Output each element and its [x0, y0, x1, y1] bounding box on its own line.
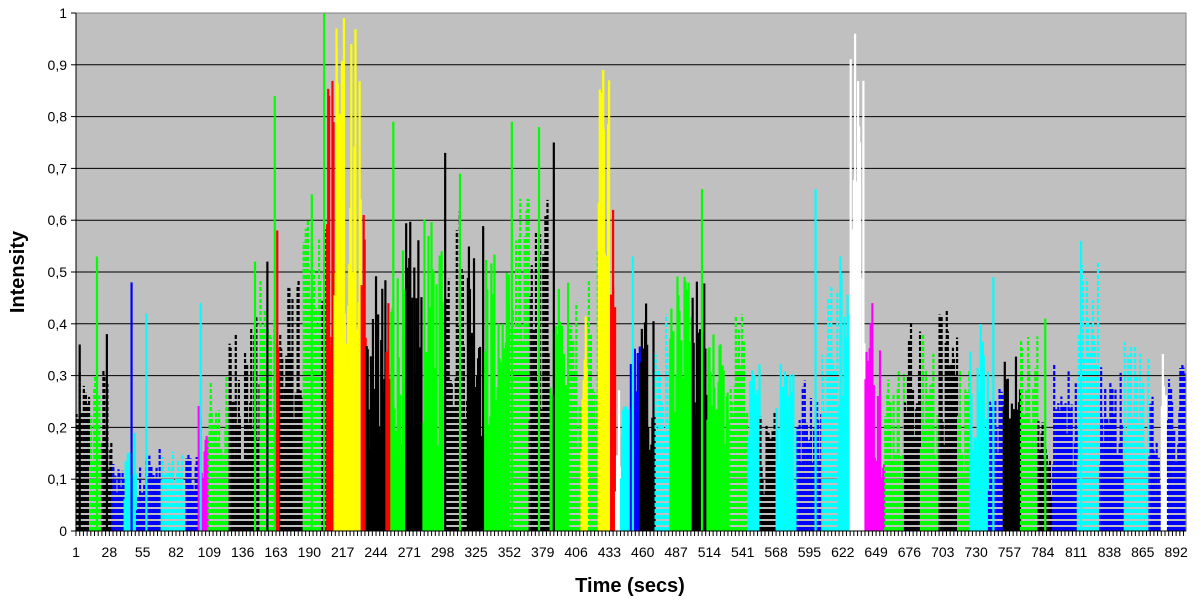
x-tick-label: 811: [1065, 544, 1088, 560]
x-tick-label: 55: [135, 544, 151, 560]
intensity-fill: [405, 445, 423, 531]
x-tick-label: 406: [564, 544, 588, 560]
y-tick-label: 0,3: [48, 368, 68, 384]
x-tick-label: 82: [168, 544, 184, 560]
x-tick-label: 595: [798, 544, 822, 560]
y-axis: 0 0,1 0,2 0,3 0,4 0,5 0,6 0,7 0,8 0,9 1: [48, 5, 76, 539]
x-tick-label: 460: [631, 544, 655, 560]
x-tick-label: 379: [531, 544, 555, 560]
y-tick-label: 0,5: [48, 264, 68, 280]
x-tick-label: 433: [598, 544, 622, 560]
x-tick-label: 109: [198, 544, 222, 560]
y-tick-label: 0,2: [48, 419, 68, 435]
intensity-fill: [850, 391, 865, 531]
intensity-fill: [467, 440, 485, 531]
x-tick-label: 136: [231, 544, 255, 560]
y-tick-label: 0,9: [48, 57, 68, 73]
x-tick-label: 757: [998, 544, 1022, 560]
x-axis: 1 28 55 82 109 136 163 190 217 244 271 298 325 352 379…: [72, 531, 1188, 560]
x-tick-label: 865: [1131, 544, 1155, 560]
y-tick-label: 0,1: [48, 471, 68, 487]
intensity-fill: [334, 383, 362, 531]
x-tick-label: 1: [72, 544, 80, 560]
x-tick-label: 730: [964, 544, 988, 560]
x-axis-title: Time (secs): [575, 575, 685, 597]
x-tick-label: 217: [331, 544, 355, 560]
data-bars: [75, 13, 1187, 531]
x-tick-label: 352: [498, 544, 522, 560]
x-tick-label: 190: [298, 544, 322, 560]
y-tick-label: 1: [59, 5, 67, 21]
y-axis-title: Intensity: [7, 230, 29, 313]
x-tick-label: 649: [864, 544, 888, 560]
x-tick-label: 568: [764, 544, 788, 560]
x-tick-label: 676: [898, 544, 922, 560]
x-tick-label: 244: [364, 544, 388, 560]
x-tick-label: 163: [264, 544, 288, 560]
x-tick-label: 325: [464, 544, 488, 560]
x-tick-label: 622: [831, 544, 855, 560]
x-tick-label: 838: [1098, 544, 1122, 560]
intensity-fill: [326, 398, 335, 531]
x-tick-label: 703: [931, 544, 955, 560]
x-tick-label: 784: [1031, 544, 1055, 560]
intensity-fill: [422, 445, 446, 531]
y-tick-label: 0: [59, 523, 67, 539]
x-tick-label: 514: [698, 544, 722, 560]
y-tick-label: 0,6: [48, 212, 68, 228]
x-tick-label: 271: [398, 544, 422, 560]
x-tick-label: 298: [431, 544, 455, 560]
intensity-fill: [598, 398, 611, 531]
y-tick-label: 0,8: [48, 109, 68, 125]
x-tick-label: 541: [731, 544, 755, 560]
y-tick-label: 0,7: [48, 160, 68, 176]
x-tick-label: 28: [102, 544, 118, 560]
x-tick-label: 487: [664, 544, 688, 560]
y-tick-label: 0,4: [48, 316, 68, 332]
x-tick-label: 892: [1164, 544, 1188, 560]
